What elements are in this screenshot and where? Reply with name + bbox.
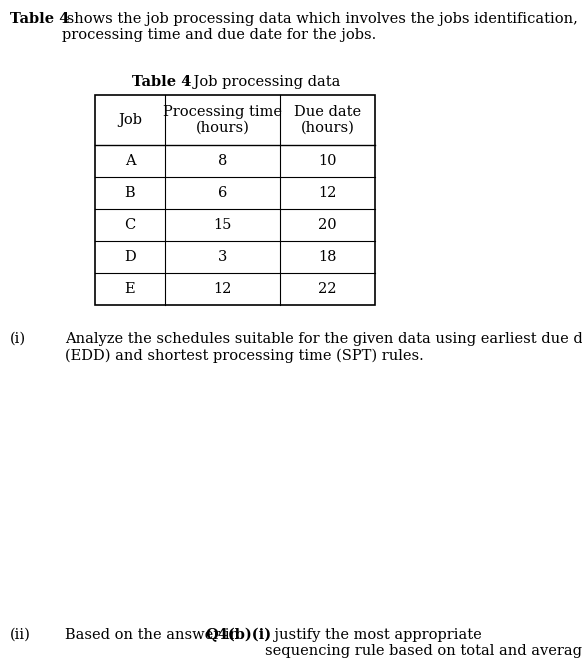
Text: Processing time
(hours): Processing time (hours) xyxy=(163,105,282,135)
Text: C: C xyxy=(125,218,136,232)
Text: Table 4: Table 4 xyxy=(10,12,69,26)
Text: shows the job processing data which involves the jobs identification,
processing: shows the job processing data which invo… xyxy=(62,12,578,42)
Text: A: A xyxy=(125,154,135,168)
Text: E: E xyxy=(125,282,135,296)
Text: B: B xyxy=(125,186,135,200)
Text: Due date
(hours): Due date (hours) xyxy=(294,105,361,135)
Text: D: D xyxy=(124,250,136,264)
Text: (ii): (ii) xyxy=(10,628,31,642)
Text: Table 4: Table 4 xyxy=(132,75,191,89)
Text: 12: 12 xyxy=(214,282,232,296)
Text: 20: 20 xyxy=(318,218,337,232)
Text: 10: 10 xyxy=(318,154,337,168)
Text: 3: 3 xyxy=(218,250,227,264)
Text: 15: 15 xyxy=(214,218,232,232)
Bar xyxy=(95,95,375,305)
Text: Based on the answer in: Based on the answer in xyxy=(65,628,244,642)
Text: (i): (i) xyxy=(10,332,26,346)
Text: Analyze the schedules suitable for the given data using earliest due date
(EDD) : Analyze the schedules suitable for the g… xyxy=(65,332,582,362)
Text: 6: 6 xyxy=(218,186,227,200)
Text: 8: 8 xyxy=(218,154,227,168)
Text: : Job processing data: : Job processing data xyxy=(184,75,340,89)
Text: 18: 18 xyxy=(318,250,337,264)
Text: 22: 22 xyxy=(318,282,337,296)
Text: 12: 12 xyxy=(318,186,337,200)
Text: Job: Job xyxy=(118,113,142,127)
Text: Q4(b)(i): Q4(b)(i) xyxy=(205,628,271,643)
Text: , justify the most appropriate
sequencing rule based on total and average tardin: , justify the most appropriate sequencin… xyxy=(265,628,582,658)
